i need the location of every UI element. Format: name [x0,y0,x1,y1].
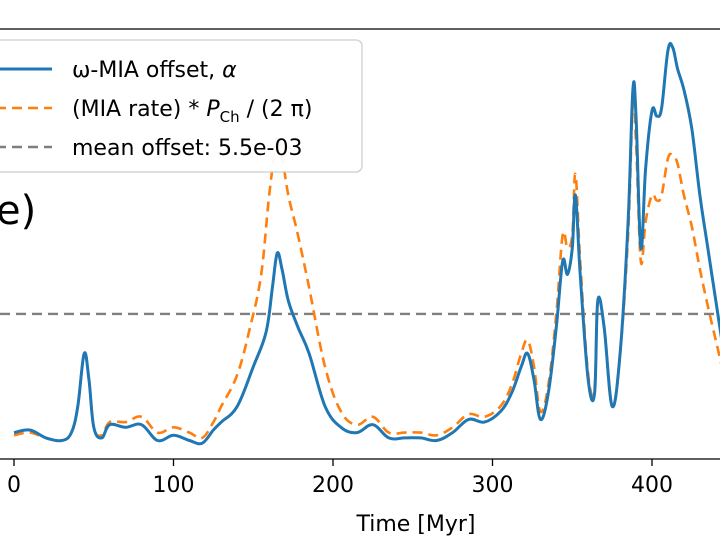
x-tick-label: 100 [153,473,195,498]
legend: ω-MIA offset, α (MIA rate) * PCh / (2 π)… [0,39,363,173]
x-ticks: 0 100 200 300 400 [7,459,673,498]
mia-rate-line [13,96,720,443]
legend-label-omega-offset: ω-MIA offset, α [72,58,237,83]
legend-label-mean-offset: mean offset: 5.5e-03 [72,136,302,161]
panel-label: e) [0,188,36,234]
x-axis-label: Time [Myr] [355,512,475,537]
omega-mia-offset-line [13,41,720,446]
x-tick-label: 0 [7,473,21,498]
x-tick-label: 400 [631,473,673,498]
x-tick-label: 200 [312,473,354,498]
legend-label-mia-rate: (MIA rate) * PCh / (2 π) [72,97,312,126]
legend-box [0,39,363,173]
x-tick-label: 300 [472,473,514,498]
plot-area: 0 100 200 300 400 [0,28,720,498]
